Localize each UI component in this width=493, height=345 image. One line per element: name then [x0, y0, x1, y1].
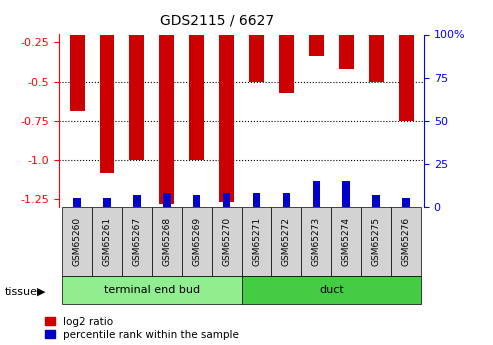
- Text: GDS2115 / 6627: GDS2115 / 6627: [160, 14, 274, 28]
- Bar: [159, 3, 175, 204]
- Bar: [343, 181, 350, 207]
- FancyBboxPatch shape: [211, 207, 242, 276]
- Bar: [189, 3, 204, 160]
- Bar: [103, 198, 111, 207]
- FancyBboxPatch shape: [242, 276, 421, 304]
- FancyBboxPatch shape: [152, 207, 182, 276]
- Bar: [309, 3, 324, 57]
- FancyBboxPatch shape: [331, 207, 361, 276]
- Bar: [313, 181, 320, 207]
- FancyBboxPatch shape: [122, 207, 152, 276]
- FancyBboxPatch shape: [62, 207, 92, 276]
- Bar: [70, 3, 85, 111]
- Bar: [369, 3, 384, 81]
- Text: ▶: ▶: [37, 287, 45, 296]
- Text: GSM65268: GSM65268: [162, 217, 171, 266]
- Text: GSM65274: GSM65274: [342, 217, 351, 266]
- FancyBboxPatch shape: [361, 207, 391, 276]
- Text: GSM65269: GSM65269: [192, 217, 201, 266]
- Text: terminal end bud: terminal end bud: [104, 285, 200, 295]
- Bar: [100, 3, 114, 172]
- Bar: [133, 195, 141, 207]
- FancyBboxPatch shape: [272, 207, 301, 276]
- FancyBboxPatch shape: [301, 207, 331, 276]
- Bar: [130, 3, 144, 160]
- Bar: [282, 193, 290, 207]
- Bar: [219, 3, 234, 202]
- Bar: [339, 3, 353, 69]
- Bar: [279, 3, 294, 92]
- Bar: [73, 198, 81, 207]
- Text: GSM65271: GSM65271: [252, 217, 261, 266]
- Text: GSM65273: GSM65273: [312, 217, 321, 266]
- Text: tissue: tissue: [5, 287, 38, 296]
- FancyBboxPatch shape: [182, 207, 211, 276]
- FancyBboxPatch shape: [242, 207, 272, 276]
- Bar: [253, 193, 260, 207]
- Bar: [402, 198, 410, 207]
- Text: GSM65260: GSM65260: [72, 217, 82, 266]
- Bar: [372, 195, 380, 207]
- Text: GSM65272: GSM65272: [282, 217, 291, 266]
- Text: GSM65270: GSM65270: [222, 217, 231, 266]
- FancyBboxPatch shape: [62, 276, 242, 304]
- Legend: log2 ratio, percentile rank within the sample: log2 ratio, percentile rank within the s…: [45, 317, 239, 340]
- Text: GSM65276: GSM65276: [401, 217, 411, 266]
- Bar: [223, 193, 230, 207]
- Bar: [163, 193, 171, 207]
- FancyBboxPatch shape: [92, 207, 122, 276]
- Bar: [193, 195, 201, 207]
- Text: GSM65261: GSM65261: [103, 217, 111, 266]
- Text: GSM65267: GSM65267: [133, 217, 141, 266]
- Text: GSM65275: GSM65275: [372, 217, 381, 266]
- Bar: [249, 3, 264, 81]
- Bar: [398, 3, 414, 121]
- Text: duct: duct: [319, 285, 344, 295]
- FancyBboxPatch shape: [391, 207, 421, 276]
